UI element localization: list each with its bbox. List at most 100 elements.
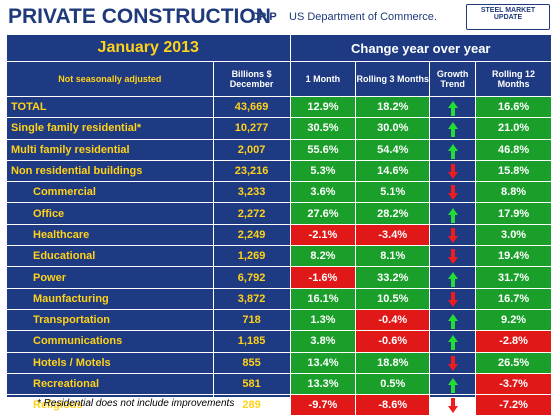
rolling-12-cell: -3.7%	[475, 372, 552, 396]
row-label: Power	[6, 266, 214, 289]
steel-market-update-logo: STEEL MARKET UPDATE	[466, 4, 550, 30]
col-rolling3-header: Rolling 3 Months	[355, 61, 431, 97]
row-label: Hotels / Motels	[6, 351, 214, 374]
row-label: Office	[6, 202, 214, 225]
rolling-3-cell: 0.5%	[355, 372, 431, 396]
rolling-12-cell: -2.8%	[475, 330, 552, 353]
one-month-cell: 13.4%	[289, 351, 357, 374]
billions-cell: 581	[212, 372, 291, 396]
table-row: Recreational 581 13.3% 0.5% -3.7%	[6, 372, 552, 396]
rolling-3-cell: 30.0%	[355, 117, 431, 140]
page-title: PRIVATE CONSTRUCTION	[8, 5, 271, 28]
row-label: Commercial	[6, 181, 214, 204]
arrow-up-icon	[447, 143, 458, 159]
table-row: Single family residential* 10,277 30.5% 30.…	[6, 117, 552, 140]
growth-trend-cell	[429, 287, 477, 310]
rolling-12-cell: 16.6%	[475, 95, 552, 119]
one-month-cell: 13.3%	[289, 372, 357, 396]
arrow-down-icon	[447, 249, 458, 265]
one-month-cell: 16.1%	[289, 287, 357, 310]
billions-cell: 43,669	[212, 95, 291, 119]
table-row: Non residential buildings 23,216 5.3% 14.6%…	[6, 159, 552, 183]
arrow-up-icon	[447, 271, 458, 287]
rolling-12-cell: 26.5%	[475, 351, 552, 374]
billions-cell: 1,269	[212, 245, 291, 268]
rolling-3-cell: -8.6%	[355, 394, 431, 416]
table-row: Hotels / Motels 855 13.4% 18.8% 26.5%	[6, 351, 552, 374]
col-1month-header: 1 Month	[289, 61, 357, 97]
growth-trend-cell	[429, 202, 477, 225]
growth-trend-cell	[429, 117, 477, 140]
growth-trend-cell	[429, 330, 477, 353]
construction-table-panel: January 2013 Change year over year Not s…	[6, 34, 552, 416]
table-row: Educational 1,269 8.2% 8.1% 19.4%	[6, 245, 552, 268]
arrow-down-icon	[447, 398, 458, 414]
logo-text: STEEL MARKET UPDATE	[480, 7, 536, 21]
rolling-12-cell: 21.0%	[475, 117, 552, 140]
table-body: TOTAL 43,669 12.9% 18.2% 16.6% Single family …	[6, 95, 552, 416]
rolling-3-cell: 18.2%	[355, 95, 431, 119]
rolling-12-cell: 46.8%	[475, 138, 552, 161]
row-label: Non residential buildings	[6, 159, 214, 183]
rolling-3-cell: 18.8%	[355, 351, 431, 374]
one-month-cell: -1.6%	[289, 266, 357, 289]
rolling-12-cell: 9.2%	[475, 308, 552, 332]
growth-trend-cell	[429, 181, 477, 204]
one-month-cell: 5.3%	[289, 159, 357, 183]
rolling-12-cell: 17.9%	[475, 202, 552, 225]
table-row: Communications 1,185 3.8% -0.6% -2.8%	[6, 330, 552, 353]
rolling-3-cell: 33.2%	[355, 266, 431, 289]
billions-cell: 3,233	[212, 181, 291, 204]
billions-cell: 23,216	[212, 159, 291, 183]
col-label-header: Not seasonally adjusted	[6, 61, 214, 97]
growth-trend-cell	[429, 245, 477, 268]
growth-trend-cell	[429, 223, 477, 247]
col-billions-header: Billions $ December	[212, 61, 291, 97]
rolling-12-cell: 8.8%	[475, 181, 552, 204]
rolling-3-cell: -0.6%	[355, 330, 431, 353]
rolling-3-cell: -3.4%	[355, 223, 431, 247]
one-month-cell: 55.6%	[289, 138, 357, 161]
one-month-cell: 3.8%	[289, 330, 357, 353]
rolling-3-cell: 14.6%	[355, 159, 431, 183]
rolling-12-cell: 16.7%	[475, 287, 552, 310]
table-row: Healthcare 2,249 -2.1% -3.4% 3.0%	[6, 223, 552, 247]
table-row: Maunfacturing 3,872 16.1% 10.5% 16.7%	[6, 287, 552, 310]
one-month-cell: 3.6%	[289, 181, 357, 204]
arrow-down-icon	[447, 355, 458, 371]
col-trend-header: Growth Trend	[429, 61, 477, 97]
growth-trend-cell	[429, 372, 477, 396]
growth-trend-cell	[429, 394, 477, 416]
billions-cell: 2,007	[212, 138, 291, 161]
one-month-cell: 12.9%	[289, 95, 357, 119]
cpip-label: CPIP	[251, 11, 277, 23]
one-month-cell: -2.1%	[289, 223, 357, 247]
row-label: Single family residential*	[6, 117, 214, 140]
growth-trend-cell	[429, 159, 477, 183]
table-row: Power 6,792 -1.6% 33.2% 31.7%	[6, 266, 552, 289]
table-row: Multi family residential 2,007 55.6% 54.4% 4…	[6, 138, 552, 161]
one-month-cell: 30.5%	[289, 117, 357, 140]
rolling-12-cell: 15.8%	[475, 159, 552, 183]
one-month-cell: -9.7%	[289, 394, 357, 416]
billions-cell: 718	[212, 308, 291, 332]
growth-trend-cell	[429, 266, 477, 289]
billions-cell: 3,872	[212, 287, 291, 310]
rolling-12-cell: -7.2%	[475, 394, 552, 416]
row-label: Transportation	[6, 308, 214, 332]
rolling-3-cell: 28.2%	[355, 202, 431, 225]
row-label: Healthcare	[6, 223, 214, 247]
rolling-12-cell: 3.0%	[475, 223, 552, 247]
rolling-12-cell: 19.4%	[475, 245, 552, 268]
billions-cell: 10,277	[212, 117, 291, 140]
row-label: Communications	[6, 330, 214, 353]
col-rolling12-header: Rolling 12 Months	[475, 61, 552, 97]
growth-trend-cell	[429, 95, 477, 119]
table-row: TOTAL 43,669 12.9% 18.2% 16.6%	[6, 95, 552, 119]
rolling-12-cell: 31.7%	[475, 266, 552, 289]
row-label: TOTAL	[6, 95, 214, 119]
month-header: January 2013	[6, 34, 291, 62]
billions-cell: 6,792	[212, 266, 291, 289]
rolling-3-cell: 10.5%	[355, 287, 431, 310]
rolling-3-cell: 54.4%	[355, 138, 431, 161]
